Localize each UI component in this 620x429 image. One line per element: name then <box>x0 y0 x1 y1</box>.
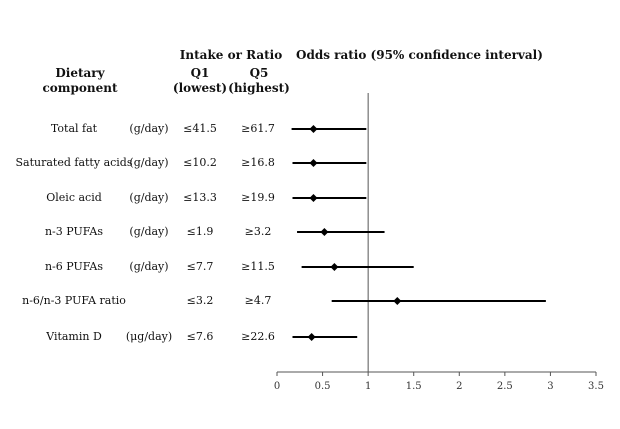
x-tick-label: 2 <box>456 381 462 392</box>
estimate-marker <box>309 194 318 202</box>
row-unit: (μg/day) <box>125 330 173 343</box>
row-unit: (g/day) <box>129 225 169 238</box>
row-q1: ≤10.2 <box>183 156 217 169</box>
row-q1: ≤13.3 <box>183 191 217 204</box>
x-tick-label: 0 <box>274 381 280 392</box>
estimate-marker <box>393 297 402 305</box>
row-q5: ≥3.2 <box>244 225 272 238</box>
row-q1: ≤7.7 <box>186 260 214 273</box>
row-component: n-3 PUFAs <box>44 225 104 238</box>
header-q1: Q1 (lowest) <box>172 66 228 95</box>
estimate-marker <box>320 228 329 236</box>
row-component: Oleic acid <box>46 191 102 204</box>
row-q1: ≤41.5 <box>183 122 217 135</box>
x-tick-label: 1 <box>365 381 371 392</box>
row-q5: ≥19.9 <box>241 191 275 204</box>
row-q1: ≤7.6 <box>186 330 214 343</box>
header-dietary-component: Dietary component <box>42 66 118 95</box>
row-q5: ≥61.7 <box>241 122 275 135</box>
row-unit: (g/day) <box>129 260 169 273</box>
estimate-marker <box>330 263 339 271</box>
x-tick-label: 3 <box>547 381 553 392</box>
row-q5: ≥11.5 <box>241 260 275 273</box>
row-component: Saturated fatty acids <box>15 156 133 169</box>
row-q5: ≥16.8 <box>241 156 275 169</box>
row-q1: ≤1.9 <box>186 225 214 238</box>
row-q5: ≥4.7 <box>244 294 272 307</box>
row-component: Vitamin D <box>46 330 102 343</box>
row-component: n-6/n-3 PUFA ratio <box>22 294 126 307</box>
x-tick-label: 0.5 <box>315 381 331 392</box>
x-tick-label: 3.5 <box>588 381 604 392</box>
row-unit: (g/day) <box>129 156 169 169</box>
header-intake-group: Intake or Ratio <box>179 48 283 62</box>
estimate-marker <box>307 333 316 341</box>
header-q5: Q5 (highest) <box>228 66 290 95</box>
x-tick-label: 1.5 <box>406 381 422 392</box>
estimate-marker <box>309 159 318 167</box>
row-q5: ≥22.6 <box>241 330 275 343</box>
x-tick-label: 2.5 <box>497 381 513 392</box>
row-q1: ≤3.2 <box>186 294 214 307</box>
header-odds-ratio: Odds ratio (95% confidence interval) <box>296 48 543 62</box>
row-component: n-6 PUFAs <box>44 260 104 273</box>
row-unit: (g/day) <box>129 122 169 135</box>
estimate-marker <box>309 125 318 133</box>
row-unit: (g/day) <box>129 191 169 204</box>
row-component: Total fat <box>50 122 98 135</box>
